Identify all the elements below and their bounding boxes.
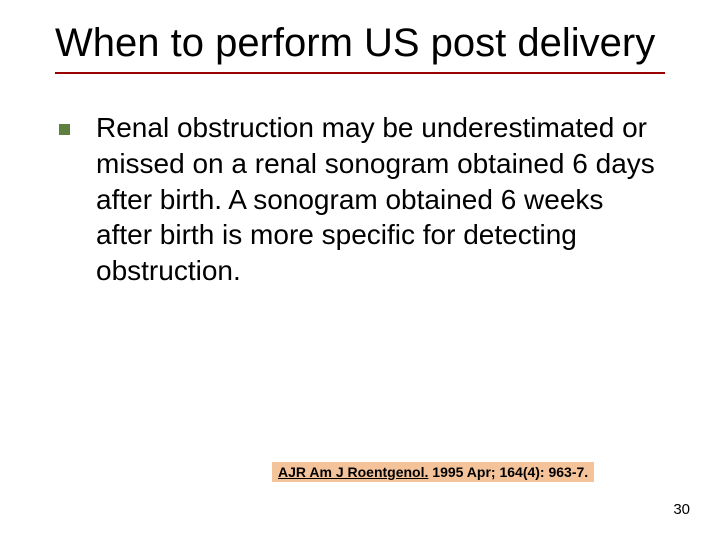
citation-details: 1995 Apr; 164(4): 963-7.: [428, 464, 588, 480]
page-number: 30: [673, 501, 690, 518]
square-bullet-icon: [59, 124, 70, 135]
title-underline: When to perform US post delivery: [55, 20, 665, 74]
body-text: Renal obstruction may be underestimated …: [96, 110, 665, 289]
slide-title: When to perform US post delivery: [55, 20, 665, 66]
citation: AJR Am J Roentgenol. 1995 Apr; 164(4): 9…: [272, 462, 594, 482]
body-row: Renal obstruction may be underestimated …: [55, 110, 665, 289]
slide: When to perform US post delivery Renal o…: [0, 0, 720, 540]
citation-journal: AJR Am J Roentgenol.: [278, 464, 428, 480]
